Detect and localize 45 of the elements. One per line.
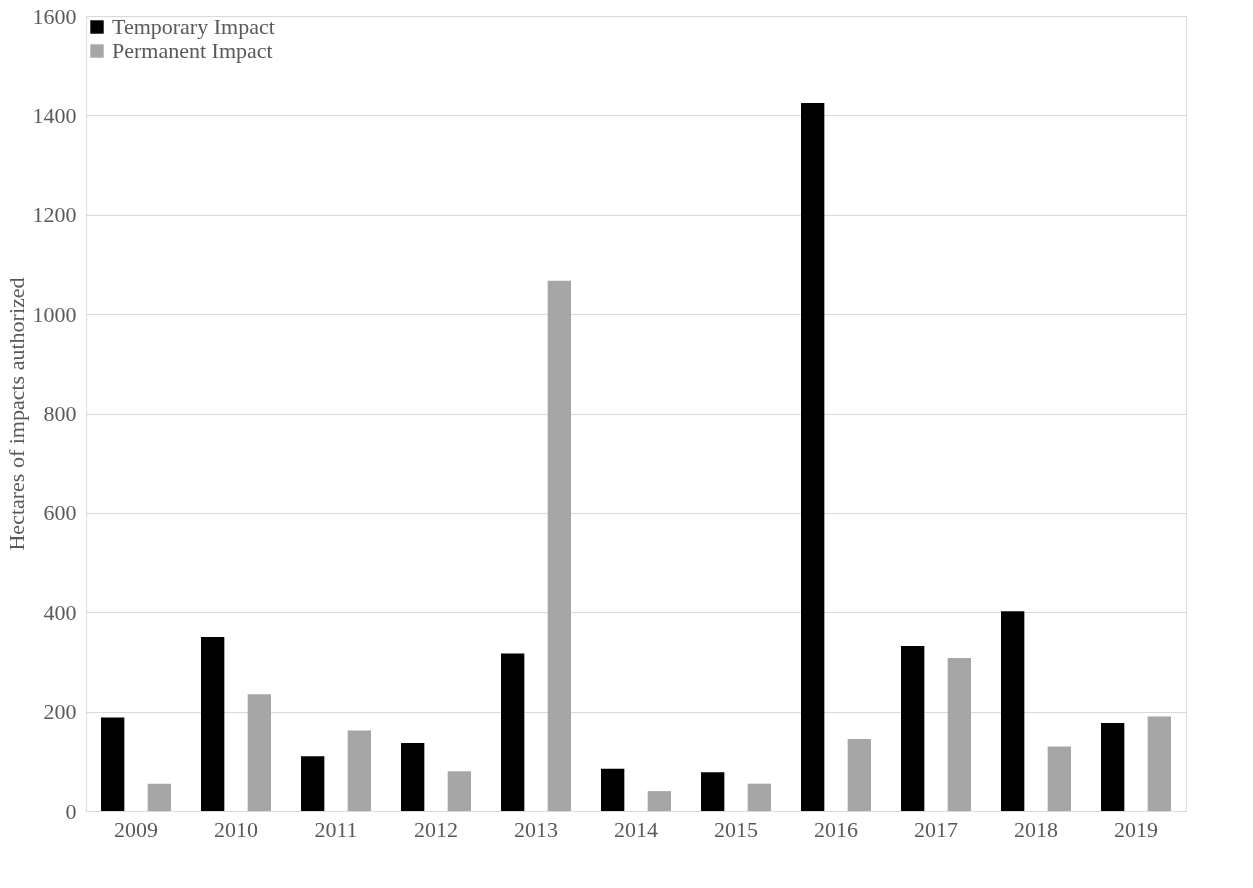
legend-label: Temporary Impact bbox=[112, 14, 275, 39]
y-tick-label: 200 bbox=[43, 699, 77, 725]
bar bbox=[201, 637, 225, 811]
legend-label: Permanent Impact bbox=[112, 38, 273, 63]
x-tick-label: 2017 bbox=[914, 816, 958, 842]
bar bbox=[1147, 716, 1171, 811]
y-tick-label: 1000 bbox=[32, 301, 77, 327]
x-tick-label: 2019 bbox=[1114, 816, 1158, 842]
x-tick-label: 2009 bbox=[114, 816, 158, 842]
bar bbox=[101, 717, 125, 811]
x-tick-label: 2012 bbox=[414, 816, 458, 842]
bar bbox=[747, 783, 771, 811]
bar bbox=[247, 694, 271, 811]
y-tick-label: 1200 bbox=[32, 202, 77, 228]
y-tick-label: 0 bbox=[65, 798, 77, 824]
y-tick-label: 400 bbox=[43, 599, 77, 625]
x-tick-label: 2018 bbox=[1014, 816, 1058, 842]
x-tick-label: 2015 bbox=[714, 816, 758, 842]
x-tick-label: 2016 bbox=[814, 816, 858, 842]
bar bbox=[601, 768, 625, 811]
x-tick-label: 2011 bbox=[314, 816, 358, 842]
bar bbox=[347, 730, 371, 811]
bar bbox=[1101, 723, 1125, 811]
x-tick-label: 2013 bbox=[514, 816, 558, 842]
bar bbox=[401, 742, 425, 811]
x-tick-label: 2014 bbox=[614, 816, 658, 842]
y-tick-label: 600 bbox=[43, 500, 77, 526]
y-tick-label: 800 bbox=[43, 401, 77, 426]
bar bbox=[1001, 611, 1025, 811]
bar bbox=[1047, 746, 1071, 811]
bar bbox=[501, 653, 525, 811]
bar bbox=[701, 772, 725, 811]
bar bbox=[947, 657, 971, 811]
y-tick-label: 1400 bbox=[32, 102, 77, 128]
bar bbox=[647, 791, 671, 811]
bar bbox=[147, 783, 171, 811]
bar bbox=[547, 280, 571, 811]
bar bbox=[901, 646, 925, 811]
bar bbox=[447, 771, 471, 811]
bar bbox=[847, 738, 871, 811]
bar bbox=[801, 102, 825, 811]
y-tick-label: 1600 bbox=[32, 3, 77, 29]
bar bbox=[301, 756, 325, 811]
x-tick-label: 2010 bbox=[214, 816, 258, 842]
y-axis-title: Hectares of impacts authorized bbox=[3, 277, 29, 551]
